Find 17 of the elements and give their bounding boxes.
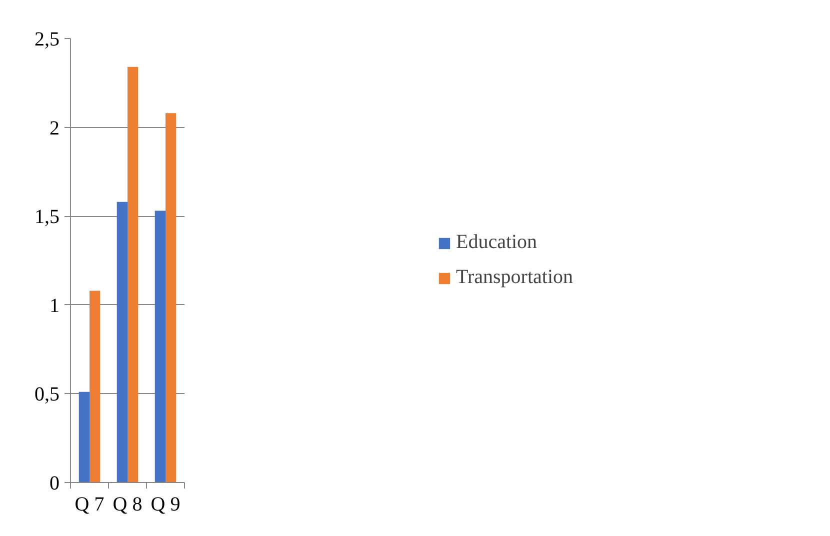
legend-label: Education bbox=[456, 231, 538, 254]
y-tick-label: 1 bbox=[50, 294, 60, 317]
bar bbox=[166, 113, 176, 482]
bar bbox=[128, 66, 138, 482]
bar bbox=[154, 210, 166, 482]
x-tick-label: Q 8 bbox=[112, 494, 142, 516]
bar bbox=[116, 202, 128, 482]
y-tick-label: 1,5 bbox=[34, 206, 60, 228]
x-tick-label: Q 7 bbox=[74, 494, 104, 516]
y-tick-label: 2 bbox=[50, 117, 60, 140]
y-tick-label: 0 bbox=[50, 472, 60, 494]
bar bbox=[90, 290, 100, 482]
bar bbox=[78, 392, 90, 482]
x-tick-label: Q 9 bbox=[150, 494, 180, 516]
legend-label: Transportation bbox=[456, 266, 574, 289]
y-tick-label: 0,5 bbox=[34, 384, 60, 406]
y-tick-label: 2,5 bbox=[34, 28, 60, 50]
